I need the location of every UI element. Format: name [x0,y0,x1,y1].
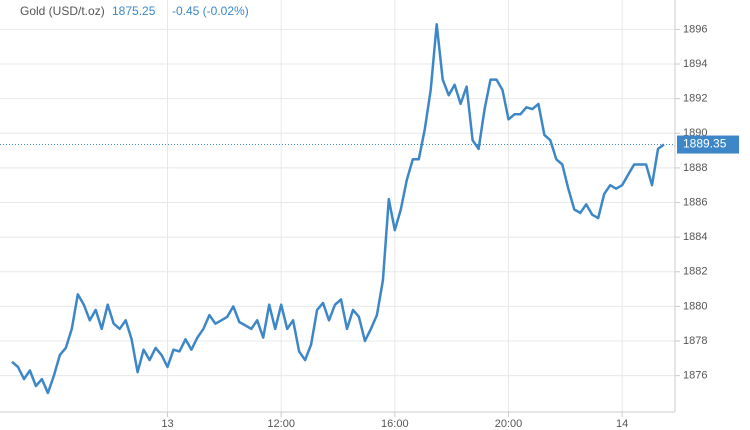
y-tick-label: 1880 [683,300,707,312]
x-tick-label: 13 [161,418,173,430]
y-tick-label: 1892 [683,93,707,105]
chart-title: Gold (USD/t.oz) [20,4,105,18]
x-tick-label: 20:00 [495,418,523,430]
price: 1875.25 [112,4,156,18]
last-price-label: 1889.35 [683,137,727,151]
x-tick-label: 16:00 [381,418,409,430]
y-tick-label: 1882 [683,266,707,278]
price-line [11,22,665,395]
y-tick-label: 1876 [683,370,707,382]
x-tick-label: 12:00 [267,418,295,430]
change: -0.45 (-0.02%) [172,4,249,18]
y-tick-label: 1894 [683,58,707,70]
y-tick-label: 1886 [683,196,707,208]
y-tick-label: 1888 [683,162,707,174]
last-price-box [677,135,739,154]
y-tick-label: 1884 [683,231,707,243]
x-tick-label: 14 [616,418,628,430]
y-tick-label: 1878 [683,335,707,347]
y-tick-label: 1896 [683,23,707,35]
